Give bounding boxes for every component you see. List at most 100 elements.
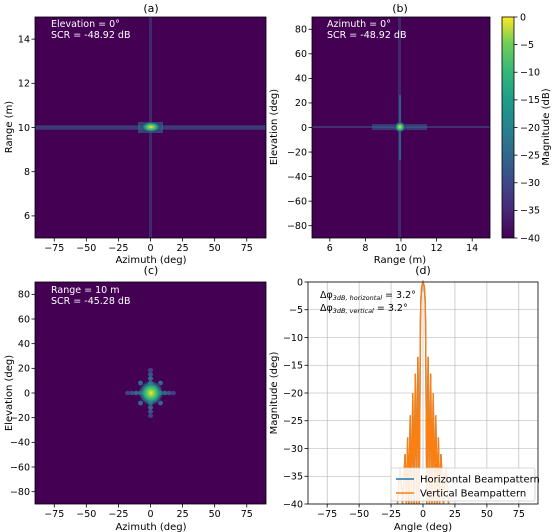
- colorbar-label: Magnitude (dB): [541, 88, 552, 165]
- panel-b-xtick-label-4: 14: [466, 243, 478, 254]
- panel-b-xlabel: Range (m): [374, 255, 427, 266]
- panel-b-ytick-label-2: −40: [287, 172, 307, 183]
- panel-a-ticks: −75 −50 −25 0 25 50 75 6 8 10 12 14: [18, 34, 253, 254]
- legend-label-vertical: Vertical Beampattern: [420, 489, 526, 500]
- annotation-2-subscript: 3dB, vertical: [333, 307, 374, 315]
- panel-b-ytick-label-8: 80: [295, 25, 307, 36]
- panel-d-ytick-label-0: 0: [297, 277, 303, 288]
- panel-c-peak: [138, 380, 164, 406]
- svg-text:Δφ3dB, vertical= 3.2°: Δφ3dB, vertical = 3.2°: [320, 303, 408, 315]
- panel-c-sidelobe-9: [129, 390, 135, 396]
- annotation-1-symbol: Δφ: [320, 290, 333, 301]
- colorbar-tick-label-4: −20: [520, 123, 540, 134]
- panel-c-sidelobe-13: [125, 390, 131, 396]
- title-c: (c): [144, 264, 159, 277]
- panel-b: Azimuth = 0° SCR = -48.92 dB 6 8 10 12 14 −80…: [269, 16, 491, 266]
- panel-d-ytick-label-4: −20: [283, 388, 303, 399]
- panel-b-ytick-label-6: 40: [295, 74, 307, 85]
- panel-c-sidelobe-14: [147, 413, 154, 418]
- panel-a-ytick-label-0: 6: [24, 211, 30, 222]
- panel-b-xtick-label-3: 12: [431, 243, 443, 254]
- panel-d-annotation-1: Δφ3dB, horizontal = 3.2°: [320, 290, 416, 302]
- colorbar-tick-label-7: −35: [520, 206, 540, 217]
- panel-d-xtick-label-3: 0: [420, 509, 426, 520]
- panel-c-xtick-label-3: 0: [147, 509, 153, 520]
- panel-a-ytick-label-3: 12: [18, 79, 30, 90]
- panel-c-sidelobe-5: [133, 390, 139, 396]
- panel-c: Range = 10 m SCR = -45.28 dB −75 −50 −25 0 2…: [4, 281, 267, 532]
- panel-d-xtick-label-6: 75: [513, 509, 525, 520]
- panel-b-ytick-label-7: 60: [295, 49, 307, 60]
- panel-d: Δφ3dB, horizontal = 3.2° Δφ3dB, vertical =…: [269, 277, 540, 532]
- panel-c-xtick-label-5: 50: [209, 509, 221, 520]
- panel-b-ytick-label-5: 20: [295, 98, 307, 109]
- panel-c-ytick-label-6: 40: [18, 339, 30, 350]
- panel-d-ytick-label-1: −5: [289, 305, 303, 316]
- panel-a-ytick-label-2: 10: [18, 123, 30, 134]
- panel-a-xtick-label-3: 0: [147, 243, 153, 254]
- legend-label-horizontal: Horizontal Beampattern: [420, 475, 540, 486]
- panel-a-xtick-label-6: 75: [241, 243, 253, 254]
- panel-c-ytick-label-8: 80: [18, 290, 30, 301]
- colorbar-tick-label-2: −10: [520, 68, 540, 79]
- panel-d-annotation-2: Δφ3dB, vertical = 3.2°: [320, 303, 408, 315]
- panel-c-ylabel: Elevation (deg): [4, 355, 15, 431]
- colorbar-tick-label-1: −5: [520, 40, 534, 51]
- panel-c-ytick-label-0: −80: [10, 487, 30, 498]
- panel-c-xlabel: Azimuth (deg): [115, 522, 186, 532]
- panel-a-annotation-2: SCR = -48.92 dB: [51, 30, 130, 41]
- panel-c-annotation-1: Range = 10 m: [51, 285, 119, 296]
- panel-a-ytick-label-4: 14: [18, 34, 30, 45]
- panel-b-annotation-1: Azimuth = 0°: [327, 19, 391, 30]
- colorbar-ticks: 0 −5 −10 −15 −20 −25 −30 −35 −40: [514, 12, 540, 244]
- panel-b-ytick-label-1: −60: [287, 196, 307, 207]
- panel-c-sidelobe-8: [166, 390, 172, 396]
- panel-a-xtick-label-5: 50: [209, 243, 221, 254]
- colorbar: 0 −5 −10 −15 −20 −25 −30 −35 −40 Magnitude (dB): [501, 12, 552, 244]
- title-a: (a): [143, 2, 158, 15]
- panel-a-annotation-1: Elevation = 0°: [51, 19, 120, 30]
- panel-c-sidelobe-12: [170, 390, 176, 396]
- panel-c-ytick-label-4: 0: [24, 388, 30, 399]
- panel-d-ytick-label-2: −10: [283, 333, 303, 344]
- legend: Horizontal Beampattern Vertical Beampatt…: [390, 467, 540, 502]
- panel-c-xtick-label-6: 75: [241, 509, 253, 520]
- panel-a: Elevation = 0° SCR = -48.92 dB −75 −50 −25…: [4, 16, 267, 266]
- panel-c-ytick-label-7: 60: [18, 314, 30, 325]
- panel-a-ylabel: Range (m): [4, 101, 15, 154]
- svg-text:Δφ3dB, horizontal= 3.2°: Δφ3dB, horizontal = 3.2°: [320, 290, 416, 302]
- panel-d-xtick-label-4: 25: [449, 509, 461, 520]
- annotation-2-symbol: Δφ: [320, 303, 333, 314]
- panel-a-xlabel: Azimuth (deg): [115, 255, 186, 266]
- panel-c-xtick-label-1: −50: [76, 509, 96, 520]
- colorbar-tick-label-8: −40: [520, 233, 540, 244]
- panel-d-xtick-label-0: −75: [317, 509, 337, 520]
- panel-b-annotation-2: SCR = -48.92 dB: [327, 30, 406, 41]
- panel-d-xlabel: Angle (deg): [394, 522, 452, 532]
- panel-a-xtick-label-0: −75: [44, 243, 64, 254]
- panel-b-ticks: 6 8 10 12 14 −80 −60 −40 −20 0 20 40 60 80: [287, 25, 478, 254]
- panel-c-sidelobe-15: [147, 368, 154, 373]
- panel-a-ytick-label-1: 8: [24, 167, 30, 178]
- panel-a-xtick-label-1: −50: [76, 243, 96, 254]
- panel-c-ytick-label-3: −20: [10, 413, 30, 424]
- panel-b-xtick-label-1: 8: [362, 243, 368, 254]
- colorbar-tick-label-6: −30: [520, 178, 540, 189]
- title-d: (d): [415, 264, 431, 277]
- panel-c-ticks: −75 −50 −25 0 25 50 75 −80 −60 −40 −20 0 20 40 60 80: [10, 290, 253, 520]
- panel-c-xtick-label-4: 25: [177, 509, 189, 520]
- panel-d-xtick-label-1: −50: [349, 509, 369, 520]
- colorbar-tick-label-5: −25: [520, 150, 540, 161]
- panel-c-ytick-label-5: 20: [18, 364, 30, 375]
- panel-d-ytick-label-5: −25: [283, 416, 303, 427]
- panel-d-ticks: −75 −50 −25 0 25 50 75 0 −5 −10 −15 −20 −25 −30 −35 −40: [283, 277, 525, 520]
- panel-a-xtick-label-4: 25: [177, 243, 189, 254]
- panel-c-sidelobe-11: [147, 372, 154, 377]
- colorbar-tick-label-0: 0: [520, 12, 526, 23]
- panel-b-ylabel: Elevation (deg): [269, 89, 280, 165]
- panel-c-ytick-label-1: −60: [10, 462, 30, 473]
- panel-c-sidelobe-7: [147, 376, 154, 381]
- annotation-2-value: = 3.2°: [377, 303, 408, 314]
- panel-a-xtick-label-2: −25: [108, 243, 128, 254]
- panel-c-sidelobe-6: [147, 405, 154, 410]
